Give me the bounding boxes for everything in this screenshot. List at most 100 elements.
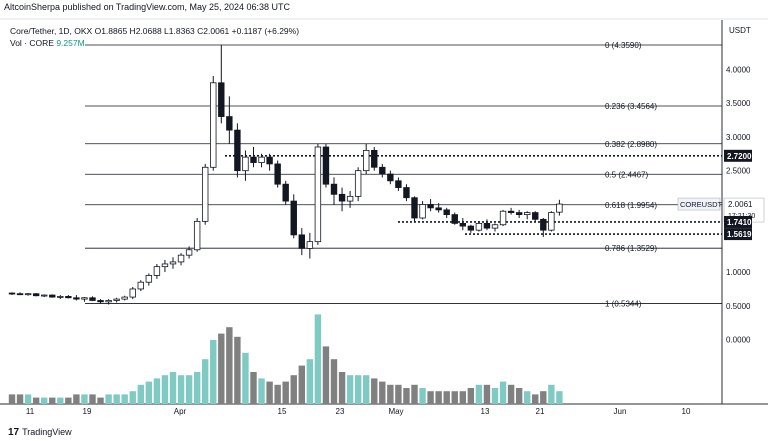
candle xyxy=(354,167,362,202)
volume-bar xyxy=(274,384,281,404)
candle xyxy=(427,199,434,212)
candle xyxy=(73,295,80,301)
candle xyxy=(242,150,249,181)
volume-bar xyxy=(298,365,305,404)
volume-bar xyxy=(443,391,450,404)
price-tick-label: 3.0000 xyxy=(726,133,751,142)
candle-body xyxy=(81,297,88,300)
candle xyxy=(89,296,96,302)
candle-body xyxy=(153,266,161,276)
candle-body xyxy=(226,116,233,131)
volume-bar xyxy=(515,388,523,404)
candle-body xyxy=(475,222,483,231)
symbol-legend[interactable]: Core/Tether, 1D, OKX O1.8865 H2.0688 L1.… xyxy=(10,26,299,36)
candle xyxy=(201,163,209,225)
candle-body xyxy=(354,170,362,197)
candle-body xyxy=(314,146,322,243)
price-tick-label: 4.0000 xyxy=(726,65,751,74)
volume-bar xyxy=(81,394,88,404)
candle-body xyxy=(532,212,539,220)
volume-bar xyxy=(491,388,499,404)
candle-body xyxy=(145,275,153,283)
volume-bar xyxy=(499,381,507,404)
volume-bar xyxy=(363,375,370,404)
candle xyxy=(395,177,402,191)
currency-label[interactable]: USDT xyxy=(729,26,751,35)
level-price-tag-label: 1.5619 xyxy=(727,230,752,239)
time-axis[interactable]: 11 19 Apr 15 23 May 13 21 Jun 10 xyxy=(26,407,691,416)
volume-bar xyxy=(145,381,153,404)
candle xyxy=(371,147,378,171)
time-tick-label: 11 xyxy=(26,407,35,416)
fib-label: 0 (4.3590) xyxy=(605,41,642,50)
candle xyxy=(459,217,466,231)
volume-legend[interactable]: Vol · CORE 9.257M xyxy=(10,38,85,48)
candle xyxy=(338,187,346,212)
symbol-name: Core/Tether, 1D, OKX xyxy=(10,26,93,36)
volume-bar xyxy=(379,381,386,404)
candle xyxy=(379,163,386,178)
volume-bar xyxy=(322,346,330,404)
volume-bar xyxy=(419,388,426,404)
volume-bar xyxy=(548,384,555,404)
time-tick-label: 10 xyxy=(682,407,691,416)
candle xyxy=(507,207,515,215)
candle-body xyxy=(218,82,225,117)
ohlc-values: O1.8865 H2.0688 L1.8363 C2.0061 +0.1187 … xyxy=(94,26,300,36)
volume-bar xyxy=(483,384,491,404)
candle xyxy=(387,170,394,185)
volume-bar xyxy=(113,394,120,404)
candle-body xyxy=(234,129,241,172)
volume-bar xyxy=(451,391,458,404)
volume-bar xyxy=(250,372,257,404)
candle-body xyxy=(540,218,547,231)
volume-bar xyxy=(507,384,515,404)
volume-bar xyxy=(234,336,241,404)
candle-body xyxy=(362,149,370,172)
candle-body xyxy=(105,300,112,303)
candle-body xyxy=(250,156,257,163)
fib-label: 0.786 (1.3529) xyxy=(605,244,657,253)
time-tick-label: Apr xyxy=(174,407,187,416)
candle xyxy=(32,293,40,297)
candle-body xyxy=(41,294,48,297)
volume-bar xyxy=(105,394,112,404)
candle-body xyxy=(89,297,96,301)
candle xyxy=(443,207,450,218)
volume-bar xyxy=(137,384,144,404)
volume-bar xyxy=(306,359,314,404)
volume-bar xyxy=(89,394,96,404)
volume-label: Vol · CORE xyxy=(10,38,54,48)
candle xyxy=(515,209,523,218)
candle-body xyxy=(556,203,563,213)
candle xyxy=(499,209,507,227)
volume-bar xyxy=(97,397,104,404)
candle xyxy=(467,224,475,233)
candle xyxy=(65,295,72,299)
volume-bar xyxy=(24,394,32,404)
price-tick-label: 0.5000 xyxy=(726,302,751,311)
time-tick-label: Jun xyxy=(614,407,627,416)
candle-body xyxy=(290,200,297,236)
candle-body xyxy=(330,183,338,195)
candle-body xyxy=(548,212,555,231)
volume-bar xyxy=(266,381,273,404)
candle xyxy=(169,257,177,269)
fibonacci-retracement[interactable]: 0 (4.3590) 0.236 (3.4564) 0.382 (2.8980) 0.… xyxy=(85,41,722,309)
candle xyxy=(435,203,442,213)
candle xyxy=(129,286,136,300)
candle-body xyxy=(177,254,185,263)
candle xyxy=(161,259,169,273)
candle xyxy=(322,143,330,188)
candle xyxy=(97,299,104,304)
tradingview-logo[interactable]: 17 TradingView xyxy=(8,427,72,438)
volume-bar xyxy=(387,384,394,404)
candle xyxy=(105,299,112,305)
candle-body xyxy=(97,300,104,303)
candle-body xyxy=(451,214,458,224)
horizontal-levels[interactable] xyxy=(225,154,722,235)
fib-label: 0.5 (2.4467) xyxy=(605,170,648,179)
price-axis[interactable]: 4.00003.50003.00002.50002.00001.00000.50… xyxy=(677,65,765,345)
candle xyxy=(113,297,120,303)
